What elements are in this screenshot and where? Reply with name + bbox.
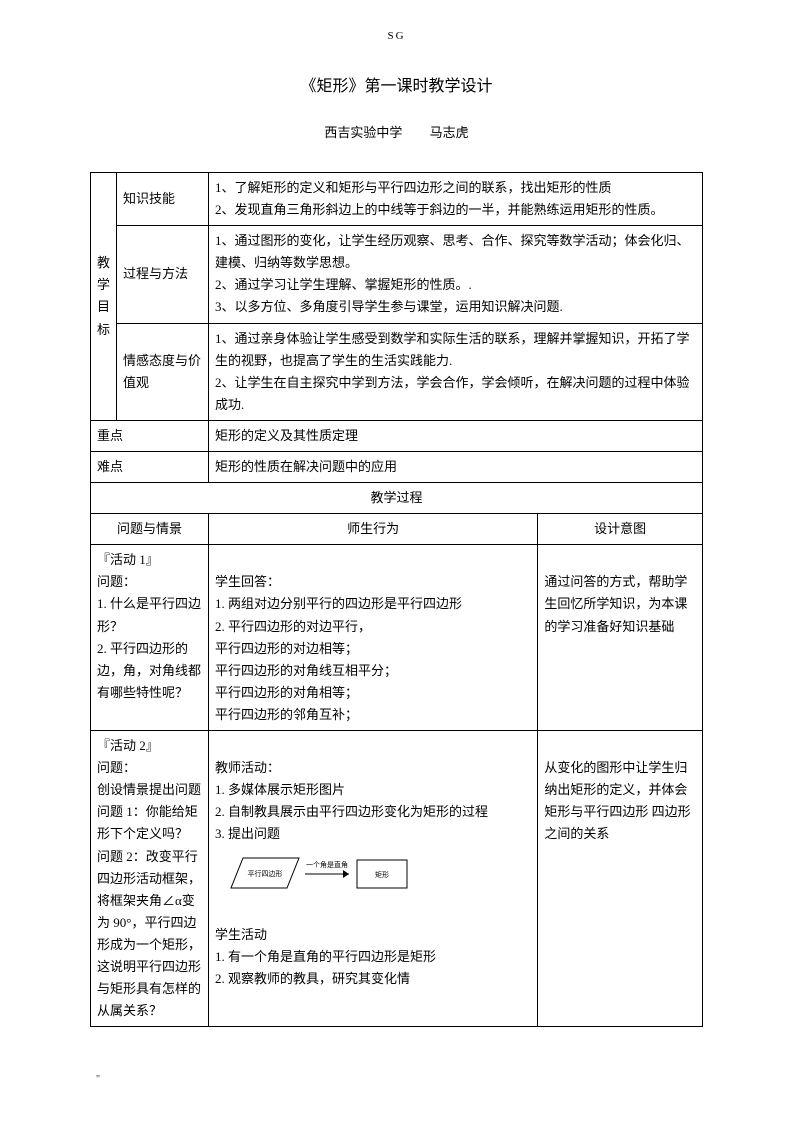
goal-process-label: 过程与方法 — [117, 226, 209, 323]
lesson-plan-table: 教学目标 知识技能 1、了解矩形的定义和矩形与平行四边形之间的联系，找出矩形的性… — [90, 172, 703, 1027]
doc-title: 《矩形》第一课时教学设计 — [90, 74, 703, 100]
activity1-questions: 『活动 1』 问题： 1. 什么是平行四边形？ 2. 平行四边形的边，角，对角线… — [91, 545, 209, 731]
school-name: 西吉实验中学 — [324, 125, 402, 140]
difficulty-label: 难点 — [91, 452, 209, 483]
col-intent: 设计意图 — [538, 514, 703, 545]
doc-subtitle: 西吉实验中学 马志虎 — [90, 123, 703, 144]
page-header: SG — [0, 0, 793, 50]
goals-label: 教学目标 — [91, 172, 117, 420]
svg-text:一个角是直角: 一个角是直角 — [306, 860, 348, 869]
goal-attitude-label: 情感态度与价值观 — [117, 323, 209, 420]
keypoint-label: 重点 — [91, 420, 209, 451]
svg-text:平行四边形: 平行四边形 — [248, 869, 283, 878]
col-behavior: 师生行为 — [209, 514, 538, 545]
goal-knowledge-content: 1、了解矩形的定义和矩形与平行四边形之间的联系，找出矩形的性质 2、发现直角三角… — [209, 172, 703, 225]
keypoint-content: 矩形的定义及其性质定理 — [209, 420, 703, 451]
goal-attitude-content: 1、通过亲身体验让学生感受到数学和实际生活的联系，理解并掌握知识，开拓了学生的视… — [209, 323, 703, 420]
difficulty-content: 矩形的性质在解决问题中的应用 — [209, 452, 703, 483]
activity2-behavior: 教师活动： 1. 多媒体展示矩形图片 2. 自制教具展示由平行四边形变化为矩形的… — [209, 731, 538, 1027]
content-region: 《矩形》第一课时教学设计 西吉实验中学 马志虎 教学目标 知识技能 1、了解矩形… — [0, 74, 793, 1028]
activity2-intent: 从变化的图形中让学生归纳出矩形的定义，并体会矩形与平行四边形 四边形之间的关系 — [538, 731, 703, 1027]
footer-mark: " — [96, 1072, 100, 1088]
goal-process-content: 1、通过图形的变化，让学生经历观察、思考、合作、探究等数学活动；体会化归、建模、… — [209, 226, 703, 323]
author-name: 马志虎 — [430, 125, 469, 140]
transform-diagram: 平行四边形 一个角是直角 矩形 — [225, 852, 531, 896]
activity1-intent: 通过问答的方式，帮助学生回忆所学知识，为本课的学习准备好知识基础 — [538, 545, 703, 731]
col-question: 问题与情景 — [91, 514, 209, 545]
activity2-questions: 『活动 2』 问题： 创设情景提出问题 问题 1：你能给矩形下个定义吗？ 问题 … — [91, 731, 209, 1027]
goal-knowledge-label: 知识技能 — [117, 172, 209, 225]
activity1-behavior: 学生回答： 1. 两组对边分别平行的四边形是平行四边形 2. 平行四边形的对边平… — [209, 545, 538, 731]
process-header: 教学过程 — [91, 483, 703, 514]
svg-text:矩形: 矩形 — [375, 870, 389, 879]
